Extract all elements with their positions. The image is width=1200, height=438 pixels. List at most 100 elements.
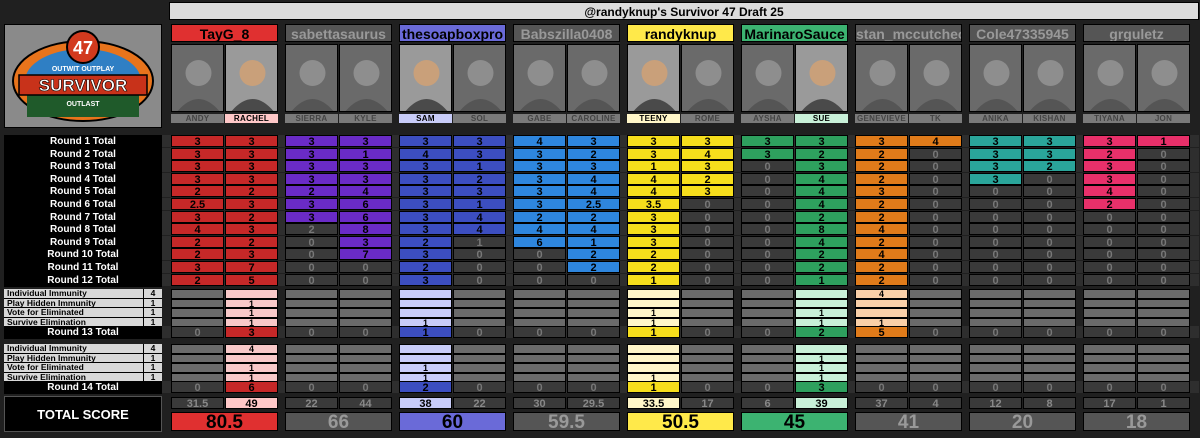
round-score-cell: 3 <box>399 210 452 224</box>
round-score-cell: 3 <box>285 160 338 173</box>
round-label: Round 4 Total <box>4 172 162 186</box>
round-score-cell: 3 <box>225 160 278 173</box>
round-score-cell: 3 <box>855 185 908 198</box>
round-score-cell: 0 <box>1137 198 1190 211</box>
round-score-cell: 1 <box>627 273 680 287</box>
round-13-cell: 0 <box>969 326 1022 339</box>
round-score-cell: 2 <box>1083 147 1136 161</box>
player-photo <box>285 44 338 112</box>
round-label: Round 11 Total <box>4 261 162 274</box>
bonus-cell <box>795 298 848 309</box>
bonus-cell <box>909 363 962 373</box>
player-name-label: TK <box>909 114 962 123</box>
player-photo <box>741 44 794 112</box>
round-label: Round 6 Total <box>4 198 162 211</box>
round-14-cell: 3 <box>795 381 848 394</box>
round-score-cell: 0 <box>969 273 1022 287</box>
bonus-cell <box>171 344 224 354</box>
bonus-cell <box>339 298 392 309</box>
bonus-cell <box>741 363 794 373</box>
round-score-cell: 3 <box>627 235 680 249</box>
round-13-cell: 3 <box>225 326 278 339</box>
bonus-cell <box>285 363 338 373</box>
player-name-label: KYLE <box>339 114 392 123</box>
bonus-cell <box>627 344 680 354</box>
round-13-cell: 1 <box>627 326 680 339</box>
round-score-cell: 4 <box>795 172 848 186</box>
round-score-cell: 0 <box>969 248 1022 261</box>
round-score-cell: 2 <box>171 235 224 249</box>
round-score-cell: 0 <box>741 198 794 211</box>
round-score-cell: 4 <box>795 185 848 198</box>
bonus-cell <box>1137 298 1190 309</box>
round-score-cell: 3 <box>225 172 278 186</box>
player-photo <box>795 44 848 112</box>
round-score-cell: 2 <box>171 248 224 261</box>
bonus-cell <box>969 344 1022 354</box>
round-score-cell: 0 <box>453 248 506 261</box>
round-score-cell: 2 <box>855 235 908 249</box>
bonus-cell <box>909 353 962 364</box>
bonus-cell <box>1137 353 1190 364</box>
bonus-point-value: 1 <box>143 363 162 373</box>
round-score-cell: 3 <box>339 172 392 186</box>
bonus-cell <box>453 363 506 373</box>
round-label: Round 1 Total <box>4 135 162 148</box>
round-score-cell: 3 <box>399 248 452 261</box>
round-score-cell: 2 <box>795 248 848 261</box>
round-score-cell: 0 <box>969 198 1022 211</box>
bonus-cell <box>681 289 734 299</box>
round-score-cell: 3 <box>171 160 224 173</box>
team-total-score: 59.5 <box>513 412 620 432</box>
round-score-cell: 4 <box>627 185 680 198</box>
player-name-label: ROME <box>681 114 734 123</box>
round-score-cell: 3 <box>513 147 566 161</box>
round-13-cell: 2 <box>795 326 848 339</box>
round-score-cell: 0 <box>1137 235 1190 249</box>
round-score-cell: 4 <box>513 135 566 148</box>
round-14-cell: 0 <box>1023 381 1076 394</box>
round-score-cell: 0 <box>1023 248 1076 261</box>
round-score-cell: 0 <box>909 160 962 173</box>
round-score-cell: 0 <box>1137 172 1190 186</box>
round-score-cell: 7 <box>225 261 278 274</box>
bonus-cell <box>513 308 566 318</box>
team-total-score: 60 <box>399 412 506 432</box>
round-score-cell: 3 <box>795 160 848 173</box>
round-score-cell: 3 <box>1023 147 1076 161</box>
player-name-label: CAROLINE <box>567 114 620 123</box>
player-photo <box>1023 44 1076 112</box>
round-14-cell: 0 <box>1137 381 1190 394</box>
round-score-cell: 2 <box>567 261 620 274</box>
round-score-cell: 2 <box>855 261 908 274</box>
bonus-cell <box>681 344 734 354</box>
bonus-label: Individual Immunity <box>4 289 143 299</box>
round-score-cell: 0 <box>1137 223 1190 236</box>
bonus-cell <box>399 289 452 299</box>
round-score-cell: 2 <box>1083 198 1136 211</box>
player-name-label: JON <box>1137 114 1190 123</box>
round-score-cell: 3 <box>285 198 338 211</box>
round-score-cell: 3 <box>171 210 224 224</box>
player-points: 33.5 <box>627 397 680 410</box>
round-score-cell: 3 <box>171 172 224 186</box>
round-14-cell: 0 <box>855 381 908 394</box>
team-name-header: grguletz <box>1083 24 1190 42</box>
player-name-label: TEENY <box>627 114 680 123</box>
round-score-cell: 3 <box>627 147 680 161</box>
round-score-cell: 6 <box>513 235 566 249</box>
round-score-cell: 2 <box>513 210 566 224</box>
player-name-label: TIYANA <box>1083 114 1136 123</box>
player-photo <box>567 44 620 112</box>
bonus-cell <box>513 289 566 299</box>
round-14-cell: 0 <box>741 381 794 394</box>
round-score-cell: 2 <box>1023 160 1076 173</box>
round-score-cell: 3 <box>339 235 392 249</box>
round-14-cell: 0 <box>171 381 224 394</box>
player-points: 30 <box>513 397 566 410</box>
round-score-cell: 3 <box>627 135 680 148</box>
round-score-cell: 0 <box>909 198 962 211</box>
round-score-cell: 0 <box>681 223 734 236</box>
round-14-cell: 0 <box>909 381 962 394</box>
